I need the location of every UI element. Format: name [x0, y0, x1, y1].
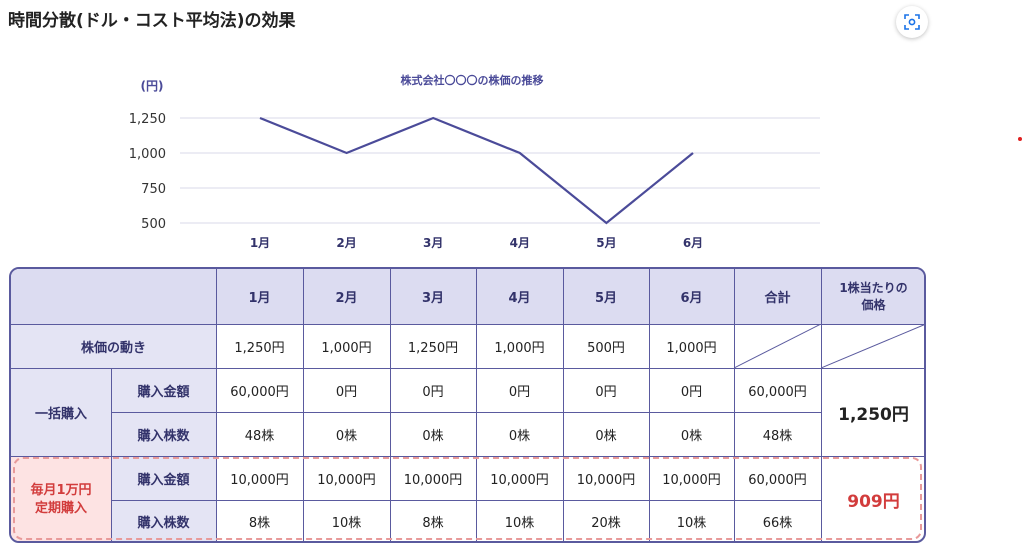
chart-title: 株式会社〇〇〇の株価の推移	[401, 73, 544, 87]
table-rule	[821, 269, 822, 541]
lump-amount-cell: 60,000円	[230, 384, 289, 400]
monthly-shares-total: 66株	[762, 516, 793, 531]
header-month: 2月	[303, 269, 390, 324]
monthly-amount-cell: 10,000円	[490, 472, 549, 488]
price-cell: 1,000円	[321, 340, 372, 356]
x-tick-label: 3月	[423, 236, 443, 250]
price-row-label: 株価の動き	[11, 324, 216, 368]
monthly-amount-cell: 10,000円	[403, 472, 463, 488]
x-tick-label: 6月	[683, 236, 703, 250]
price-cell: 1,250円	[234, 340, 285, 356]
monthly-label-line1: 毎月1万円	[30, 482, 92, 498]
empty-total-diagonal	[734, 324, 821, 368]
lump-shares-label: 購入株数	[111, 412, 216, 456]
lump-amount-cell: 0円	[422, 384, 444, 400]
monthly-shares-cell: 8株	[422, 516, 444, 531]
stock-price-chart: 株式会社〇〇〇の株価の推移 (円) 1,250 1,000 750 500 1月 2月 3…	[0, 60, 1024, 260]
header-month: 5月	[563, 269, 649, 324]
table-rule	[111, 500, 821, 501]
series-line	[259, 116, 694, 225]
header-month: 6月	[649, 269, 734, 324]
lump-sum-label: 一括購入	[11, 368, 111, 456]
monthly-shares-cell: 8株	[248, 516, 271, 531]
header-month: 1月	[216, 269, 303, 324]
price-cell: 1,250円	[407, 340, 459, 356]
table-rule	[649, 269, 650, 541]
y-tick-label: 1,250	[129, 112, 166, 127]
y-axis-label: (円)	[141, 79, 164, 93]
lump-amount-cell: 0円	[680, 384, 703, 400]
image-search-icon	[904, 14, 920, 30]
lump-shares-cell: 0株	[595, 428, 617, 444]
table-rule	[734, 269, 735, 541]
x-tick-label: 5月	[596, 236, 616, 250]
monthly-label-line2: 定期購入	[34, 500, 87, 516]
monthly-shares-cell: 10株	[331, 516, 362, 531]
monthly-amount-cell: 10,000円	[662, 472, 721, 488]
monthly-amount-total: 60,000円	[748, 472, 807, 488]
header-per-share-line2: 価格	[861, 297, 886, 312]
table-rule	[11, 368, 924, 369]
table-rule	[11, 324, 924, 325]
monthly-shares-cell: 10株	[504, 516, 535, 531]
empty-per-share-diagonal	[821, 324, 924, 368]
comparison-table: 1月 2月 3月 4月 5月 6月 合計 1株当たりの 価格 株価の動き 1,2…	[9, 267, 926, 543]
lump-per-share-price: 1,250円	[838, 404, 909, 425]
x-tick-label: 1月	[250, 236, 270, 250]
monthly-amount-cell: 10,000円	[317, 472, 376, 488]
monthly-shares-label: 購入株数	[111, 500, 216, 541]
x-tick-label: 4月	[510, 236, 530, 250]
header-month: 4月	[476, 269, 563, 324]
table-rule	[390, 269, 391, 541]
monthly-shares-cell: 10株	[676, 516, 707, 531]
price-cell: 1,000円	[494, 340, 545, 356]
lump-shares-cell: 0株	[508, 428, 531, 444]
y-tick-label: 1,000	[129, 147, 166, 162]
price-cell: 500円	[587, 340, 625, 356]
header-month: 3月	[390, 269, 476, 324]
table-rule	[216, 269, 217, 541]
y-tick-label: 750	[141, 182, 166, 197]
monthly-shares-cell: 20株	[591, 516, 621, 531]
header-corner	[11, 269, 216, 324]
monthly-amount-label: 購入金額	[111, 456, 216, 500]
y-tick-label: 500	[141, 217, 166, 232]
table-rule	[303, 269, 304, 541]
table-rule	[563, 269, 564, 541]
lump-shares-cell: 48株	[244, 428, 275, 444]
lump-shares-total: 48株	[762, 428, 793, 444]
header-per-share-line1: 1株当たりの	[839, 280, 908, 295]
monthly-label: 毎月1万円 定期購入	[11, 456, 111, 541]
lump-amount-label: 購入金額	[111, 368, 216, 412]
table-rule	[476, 269, 477, 541]
lump-shares-cell: 0株	[422, 428, 444, 444]
lump-amount-cell: 0円	[508, 384, 531, 400]
lump-shares-cell: 0株	[680, 428, 703, 444]
table-rule	[111, 368, 112, 541]
table-rule	[11, 456, 924, 457]
lump-amount-total: 60,000円	[748, 384, 807, 400]
monthly-per-share-price: 909円	[847, 492, 900, 512]
header-per-share: 1株当たりの 価格	[821, 269, 924, 324]
table-rule	[111, 412, 821, 413]
lump-shares-cell: 0株	[335, 428, 358, 444]
lump-amount-cell: 0円	[335, 384, 358, 400]
page-title: 時間分散(ドル・コスト平均法)の効果	[8, 11, 296, 31]
x-tick-label: 2月	[336, 236, 356, 250]
monthly-amount-cell: 10,000円	[576, 472, 636, 488]
price-cell: 1,000円	[666, 340, 717, 356]
image-search-button[interactable]	[896, 6, 928, 38]
header-total: 合計	[734, 269, 821, 324]
lump-amount-cell: 0円	[595, 384, 617, 400]
monthly-amount-cell: 10,000円	[230, 472, 289, 488]
red-dot-marker	[1018, 137, 1022, 141]
